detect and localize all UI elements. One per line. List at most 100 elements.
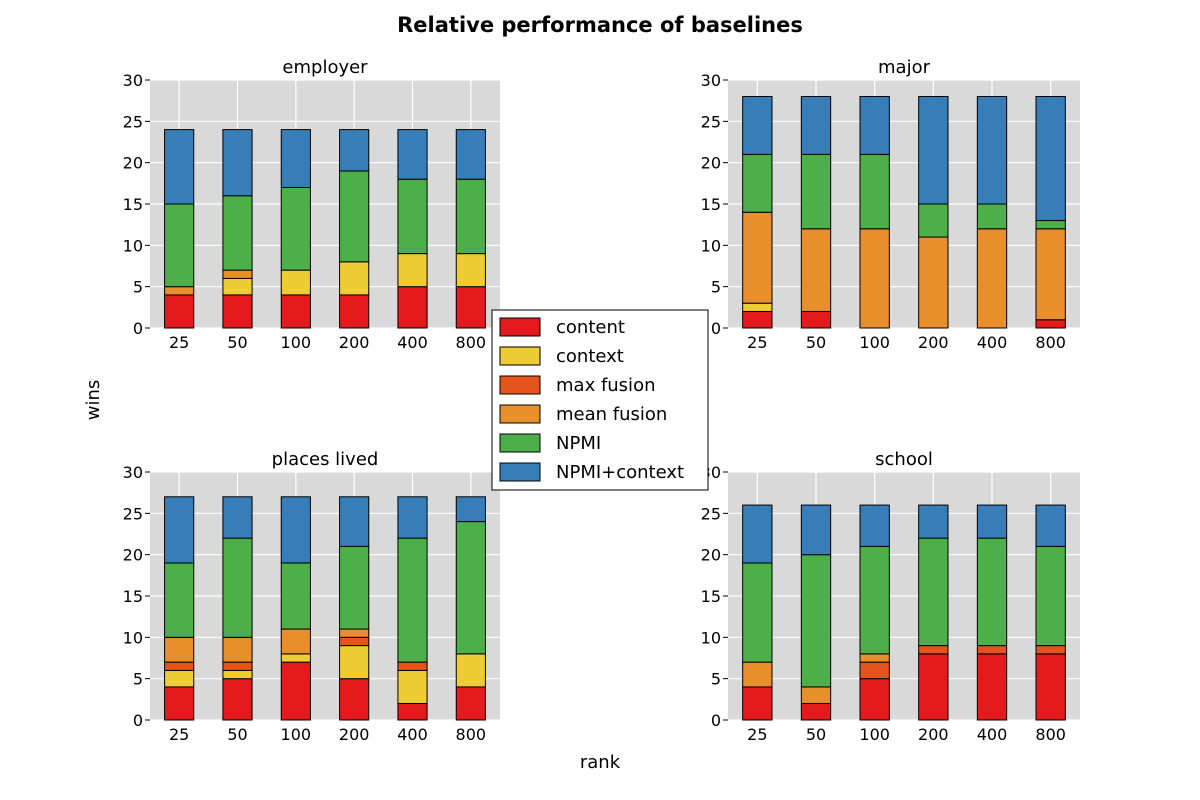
bar-segment-mean-fusion — [339, 628, 370, 638]
x-tick-label: 200 — [339, 725, 370, 744]
x-tick-label: 100 — [281, 333, 312, 352]
bar-segment-npmi — [455, 178, 486, 255]
legend-swatch — [499, 462, 541, 482]
panel-title: employer — [282, 57, 368, 78]
bar-segment-max-fusion — [164, 661, 195, 671]
legend: content context max fusion mean fusion NPMI N… — [491, 309, 709, 491]
bar-segment-npmi-context — [280, 129, 311, 188]
legend-item: NPMI+context — [499, 462, 684, 483]
bar-segment-context — [280, 653, 311, 663]
bar-segment-mean-fusion — [164, 636, 195, 663]
bar-segment-mean-fusion — [918, 236, 949, 329]
y-tick-label: 30 — [123, 71, 143, 90]
bar-segment-npmi — [222, 195, 253, 271]
bar-segment-context — [222, 669, 253, 680]
bar-segment-max-fusion — [918, 645, 949, 655]
bar-segment-npmi — [859, 545, 890, 655]
bar-segment-content — [859, 678, 890, 721]
x-tick-label: 200 — [918, 333, 949, 352]
legend-label: NPMI+context — [556, 462, 684, 483]
y-tick-label: 5 — [133, 670, 143, 689]
bar-segment-npmi — [742, 562, 773, 663]
legend-item: max fusion — [499, 375, 655, 396]
bar-segment-npmi — [859, 153, 890, 230]
y-tick-label: 0 — [133, 711, 143, 730]
bar-segment-content — [339, 678, 370, 721]
bar-segment-npmi — [1035, 220, 1066, 230]
bar-segment-context — [280, 269, 311, 296]
x-tick-label: 50 — [227, 725, 247, 744]
bar-segment-npmi-context — [455, 496, 486, 523]
bar-segment-npmi-context — [1035, 96, 1066, 222]
y-tick-label: 10 — [123, 628, 143, 647]
bar-segment-npmi-context — [859, 96, 890, 155]
legend-swatch — [499, 433, 541, 453]
y-tick-label: 15 — [701, 195, 721, 214]
panel-title: places lived — [272, 449, 379, 470]
y-tick-label: 0 — [711, 319, 721, 338]
bar-segment-content — [976, 653, 1008, 721]
bar-segment-content — [280, 661, 311, 721]
x-tick-label: 400 — [977, 725, 1008, 744]
x-tick-label: 100 — [859, 725, 890, 744]
y-tick-label: 20 — [123, 546, 143, 565]
bar-segment-content — [164, 294, 195, 329]
bar-segment-content — [742, 310, 773, 329]
bar-segment-npmi-context — [742, 96, 773, 155]
legend-label: NPMI — [556, 433, 601, 454]
y-tick-label: 15 — [701, 587, 721, 606]
chart-panel-0: 0 5 10 15 20 25 30 25 50 100 200 400 800 employer — [123, 57, 500, 352]
bar-segment-content — [1035, 653, 1066, 721]
bar-segment-context — [222, 277, 253, 296]
bar-segment-context — [455, 653, 486, 688]
legend-label: content — [556, 317, 625, 338]
bar-segment-npmi — [918, 537, 949, 647]
bar-segment-mean-fusion — [742, 211, 773, 304]
y-tick-label: 10 — [123, 236, 143, 255]
bar-segment-max-fusion — [222, 661, 253, 671]
bar-segment-npmi-context — [164, 496, 195, 564]
x-tick-label: 800 — [1035, 333, 1066, 352]
x-tick-label: 100 — [281, 725, 312, 744]
bar-segment-max-fusion — [339, 636, 370, 647]
y-tick-label: 25 — [701, 112, 721, 131]
legend-swatch — [499, 404, 541, 424]
y-tick-label: 15 — [123, 587, 143, 606]
y-tick-label: 10 — [701, 628, 721, 647]
bar-segment-context — [339, 261, 370, 296]
bar-segment-content — [742, 686, 773, 721]
bar-segment-content — [1035, 319, 1066, 329]
y-tick-label: 15 — [123, 195, 143, 214]
bar-segment-npmi-context — [455, 129, 486, 180]
bar-segment-mean-fusion — [976, 228, 1008, 329]
y-tick-label: 20 — [123, 154, 143, 173]
bar-segment-content — [918, 653, 949, 721]
bar-segment-npmi-context — [918, 504, 949, 539]
bar-segment-content — [339, 294, 370, 329]
legend-item: mean fusion — [499, 404, 667, 425]
bar-segment-npmi-context — [976, 504, 1008, 539]
legend-item: content — [499, 317, 625, 338]
figure-title: Relative performance of baselines — [397, 13, 803, 37]
y-tick-label: 0 — [133, 319, 143, 338]
bar-segment-npmi — [455, 521, 486, 655]
chart-panel-2: 0 5 10 15 20 25 30 25 50 100 200 400 800 places lived — [123, 449, 500, 744]
legend-item: NPMI — [499, 433, 601, 454]
legend-label: max fusion — [556, 375, 655, 396]
bar-segment-max-fusion — [1035, 645, 1066, 655]
bar-segment-npmi — [918, 203, 949, 238]
bar-segment-mean-fusion — [859, 228, 890, 329]
bar-segment-content — [800, 702, 832, 721]
bar-segment-npmi-context — [222, 496, 253, 539]
bar-segment-context — [339, 645, 370, 680]
bar-segment-content — [222, 678, 253, 721]
bar-segment-context — [742, 302, 773, 312]
bar-segment-mean-fusion — [742, 661, 773, 688]
x-tick-label: 25 — [747, 725, 767, 744]
bar-segment-npmi-context — [397, 496, 428, 539]
bar-segment-npmi — [976, 203, 1008, 230]
bar-segment-npmi — [800, 554, 832, 688]
bar-segment-context — [164, 669, 195, 688]
